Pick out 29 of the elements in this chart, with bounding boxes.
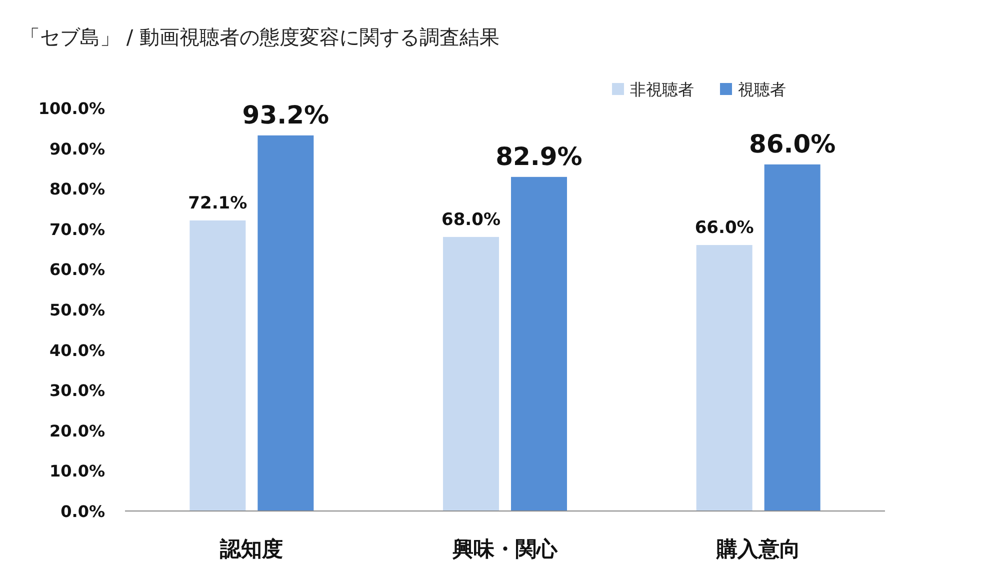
y-tick-label: 10.0% <box>49 462 105 481</box>
y-tick-label: 100.0% <box>38 99 105 118</box>
x-tick-label: 購入意向 <box>715 537 800 561</box>
bar <box>696 245 752 511</box>
y-tick-label: 50.0% <box>49 300 105 320</box>
legend-label: 非視聴者 <box>630 80 694 99</box>
bar <box>190 220 246 511</box>
data-label: 86.0% <box>748 129 836 158</box>
x-tick-label: 興味・関心 <box>452 537 558 561</box>
x-tick-label: 認知度 <box>219 537 284 561</box>
bar <box>764 164 820 511</box>
y-tick-label: 40.0% <box>49 340 105 360</box>
data-label: 72.1% <box>188 193 248 214</box>
legend-label: 視聴者 <box>738 80 786 99</box>
y-tick-label: 30.0% <box>49 381 105 400</box>
chart-title: 「セブ島」 / 動画視聴者の態度変容に関する調査結果 <box>20 25 500 49</box>
y-tick-label: 70.0% <box>49 220 105 239</box>
y-tick-label: 20.0% <box>49 421 105 440</box>
data-label: 66.0% <box>694 218 754 238</box>
data-label: 68.0% <box>442 210 500 230</box>
y-tick-label: 80.0% <box>49 180 105 199</box>
y-tick-label: 90.0% <box>49 139 105 158</box>
data-label: 82.9% <box>496 142 582 171</box>
y-tick-label: 60.0% <box>49 260 105 280</box>
bar <box>443 236 499 511</box>
bar <box>258 135 314 511</box>
y-tick-label: 0.0% <box>60 502 105 521</box>
data-label: 93.2% <box>242 100 330 130</box>
bar <box>511 176 567 511</box>
